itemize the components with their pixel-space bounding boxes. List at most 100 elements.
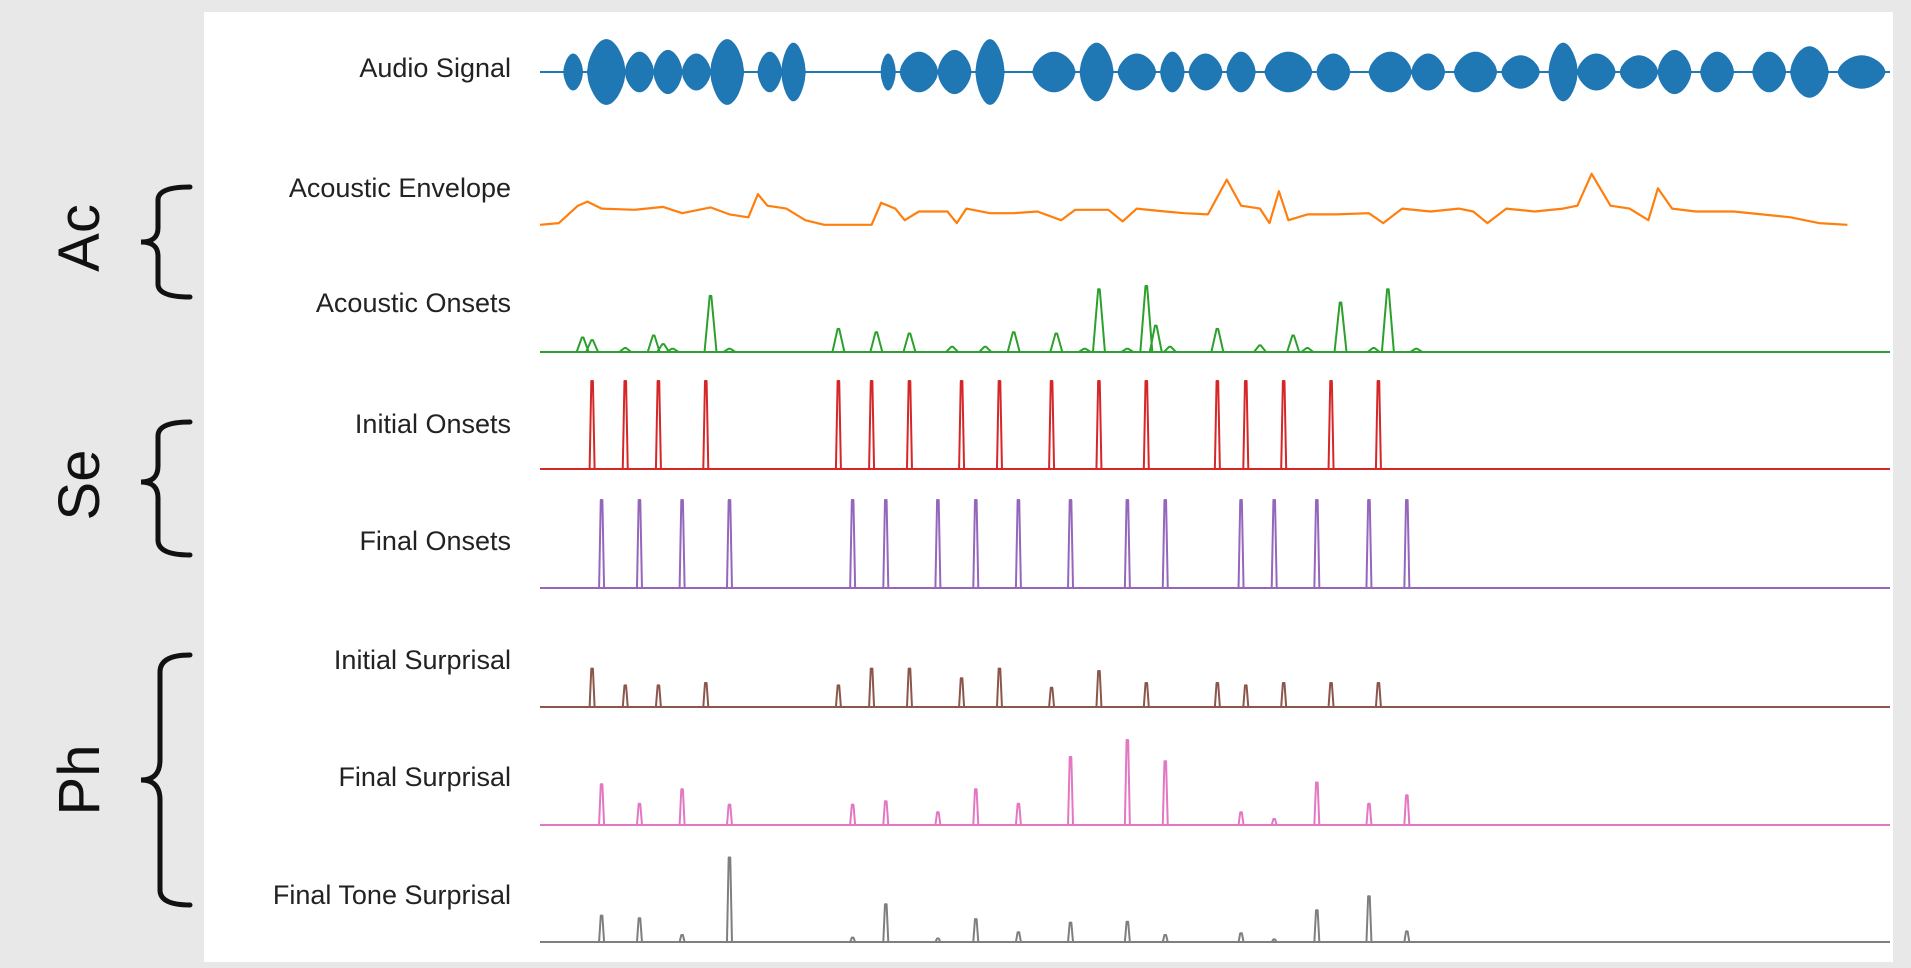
spike bbox=[1380, 288, 1395, 353]
audio-burst bbox=[1117, 53, 1157, 91]
spike bbox=[1014, 499, 1022, 589]
spike bbox=[1280, 380, 1288, 470]
spike bbox=[1280, 682, 1288, 708]
spike bbox=[621, 684, 629, 708]
label-initial-onsets: Initial Onsets bbox=[354, 409, 511, 439]
trace-initial-onsets bbox=[540, 380, 1890, 470]
spike bbox=[725, 499, 733, 589]
spike bbox=[678, 934, 686, 943]
audio-burst bbox=[1837, 55, 1886, 89]
spike bbox=[703, 294, 718, 353]
spike bbox=[905, 667, 913, 708]
spike bbox=[585, 339, 600, 353]
spike bbox=[1213, 380, 1221, 470]
spike bbox=[1365, 895, 1373, 943]
spike bbox=[1123, 499, 1131, 589]
spike bbox=[849, 936, 857, 943]
spike bbox=[1313, 499, 1321, 589]
spike bbox=[868, 667, 876, 708]
spike bbox=[1286, 334, 1301, 353]
spike bbox=[1095, 670, 1103, 708]
spike bbox=[575, 336, 590, 353]
audio-burst bbox=[781, 42, 806, 102]
audio-burst bbox=[899, 51, 939, 93]
spike bbox=[598, 783, 606, 826]
audio-burst bbox=[1789, 46, 1829, 98]
spike bbox=[1095, 380, 1103, 470]
spike bbox=[702, 380, 710, 470]
spike bbox=[621, 380, 629, 470]
label-acoustic-envelope: Acoustic Envelope bbox=[288, 173, 511, 203]
audio-burst bbox=[709, 39, 745, 105]
spike bbox=[1067, 499, 1075, 589]
trace-envelope bbox=[539, 172, 1848, 226]
audio-burst bbox=[1751, 51, 1787, 93]
audio-burst bbox=[1263, 51, 1313, 93]
audio-burst bbox=[563, 53, 584, 91]
spike bbox=[1014, 802, 1022, 826]
spike bbox=[849, 803, 857, 826]
audio-burst bbox=[1188, 53, 1223, 91]
spike bbox=[1242, 380, 1250, 470]
spike bbox=[869, 331, 884, 353]
audio-burst bbox=[681, 53, 712, 91]
spike bbox=[1374, 682, 1382, 708]
spike bbox=[1139, 285, 1154, 353]
spike bbox=[834, 684, 842, 708]
spike bbox=[635, 917, 643, 943]
audio-burst bbox=[1548, 42, 1578, 102]
spike bbox=[1142, 682, 1150, 708]
bracket-ph bbox=[140, 652, 193, 908]
label-final-onsets: Final Onsets bbox=[359, 526, 511, 556]
spike bbox=[831, 327, 846, 353]
spike bbox=[868, 380, 876, 470]
spike bbox=[678, 788, 686, 826]
bracket-se bbox=[140, 419, 193, 558]
audio-burst bbox=[586, 39, 626, 105]
spike bbox=[618, 347, 632, 353]
spike bbox=[635, 499, 643, 589]
audio-burst bbox=[1079, 42, 1114, 102]
spike bbox=[958, 380, 966, 470]
spike bbox=[902, 332, 917, 353]
spike bbox=[678, 499, 686, 589]
audio-burst bbox=[937, 49, 972, 95]
spike bbox=[1163, 345, 1177, 353]
audio-burst bbox=[1657, 49, 1692, 95]
spike bbox=[882, 499, 890, 589]
spike bbox=[972, 788, 980, 826]
audio-burst bbox=[757, 51, 783, 93]
spike bbox=[1327, 682, 1335, 708]
audio-burst bbox=[624, 51, 655, 93]
audio-burst bbox=[1619, 55, 1659, 89]
spike bbox=[1237, 499, 1245, 589]
spike bbox=[1270, 938, 1278, 943]
spike bbox=[1123, 920, 1131, 943]
spike bbox=[1242, 684, 1250, 708]
spike bbox=[635, 802, 643, 826]
trace-audio bbox=[540, 39, 1890, 105]
spike bbox=[598, 914, 606, 943]
audio-burst bbox=[1453, 51, 1498, 93]
spike bbox=[995, 667, 1003, 708]
spike bbox=[1142, 380, 1150, 470]
label-audio-signal: Audio Signal bbox=[359, 53, 511, 83]
label-initial-surprisal: Initial Surprisal bbox=[333, 645, 511, 675]
spike bbox=[1006, 331, 1021, 353]
audio-burst bbox=[1159, 51, 1185, 93]
spike bbox=[1078, 347, 1092, 353]
audio-burst bbox=[1411, 53, 1446, 91]
trace-final-tone-surprisal bbox=[540, 856, 1890, 943]
spike bbox=[725, 803, 733, 826]
spike bbox=[958, 677, 966, 708]
spike bbox=[934, 499, 942, 589]
plot-panel bbox=[204, 12, 1893, 962]
spike bbox=[978, 345, 992, 353]
spike bbox=[722, 347, 737, 353]
envelope-line bbox=[539, 172, 1848, 226]
audio-burst bbox=[1316, 53, 1351, 91]
trace-final-surprisal bbox=[540, 739, 1890, 826]
spike bbox=[1014, 931, 1022, 943]
spike bbox=[972, 499, 980, 589]
